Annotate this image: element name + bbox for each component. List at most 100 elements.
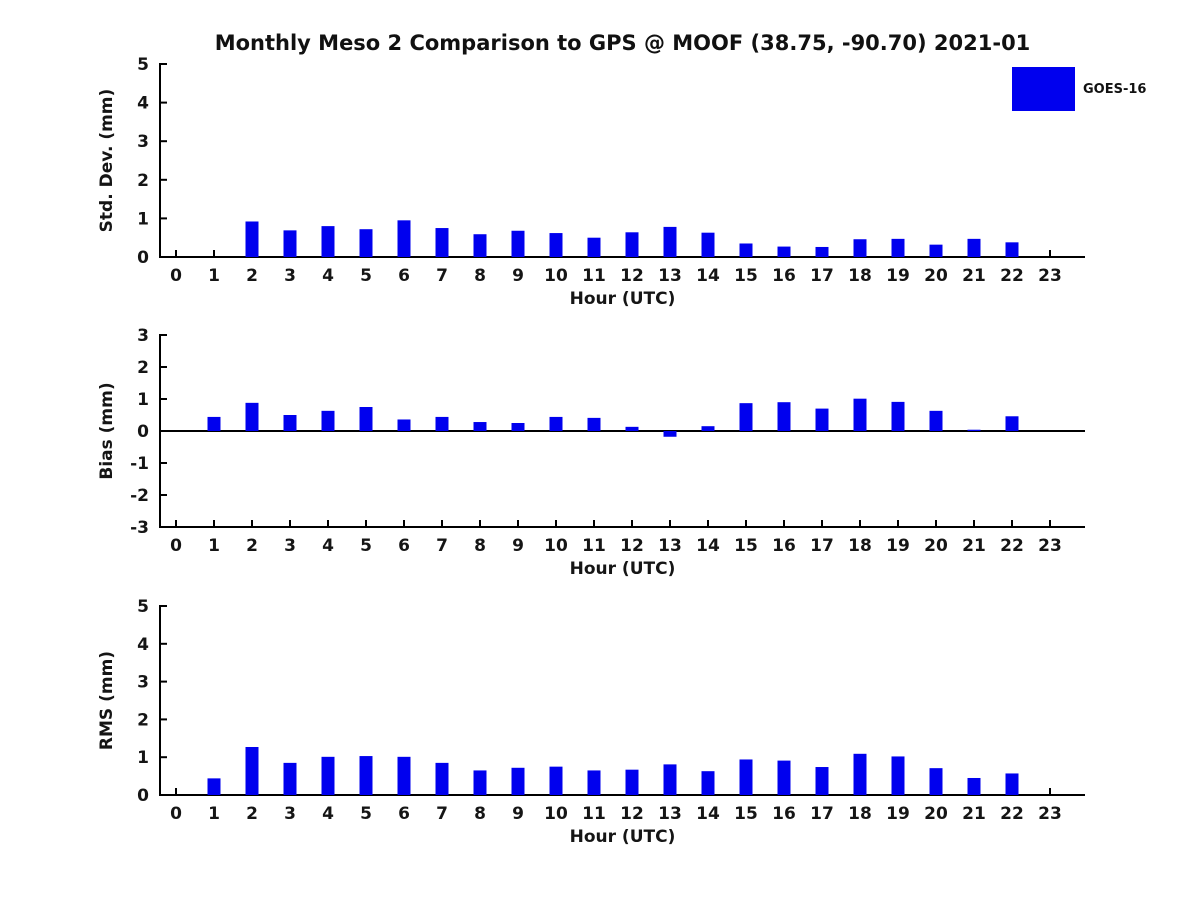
- legend-label: GOES-16: [1083, 81, 1147, 97]
- bar-hour-3: [283, 415, 297, 431]
- bar-hour-6: [397, 419, 411, 431]
- bar-hour-3: [283, 230, 297, 257]
- bar-hour-10: [549, 416, 563, 431]
- legend: GOES-16: [1012, 67, 1146, 111]
- bar-hour-15: [739, 403, 753, 431]
- bar-hour-5: [359, 407, 373, 431]
- y-tick-label: 2: [137, 710, 149, 730]
- x-tick-label: 20: [924, 536, 948, 556]
- x-tick-label: 14: [696, 804, 720, 824]
- x-tick-label: 19: [886, 536, 910, 556]
- x-tick-label: 13: [658, 536, 682, 556]
- x-tick-label: 19: [886, 266, 910, 286]
- x-tick-label: 5: [360, 266, 372, 286]
- y-tick-label: 3: [137, 326, 149, 346]
- x-tick-label: 16: [772, 536, 796, 556]
- bar-hour-1: [207, 416, 221, 431]
- x-tick-label: 20: [924, 804, 948, 824]
- x-tick-label: 12: [620, 536, 644, 556]
- bar-hour-19: [891, 756, 905, 795]
- bar-hour-22: [1005, 773, 1019, 795]
- figure-title: Monthly Meso 2 Comparison to GPS @ MOOF …: [214, 31, 1031, 55]
- x-tick-label: 22: [1000, 536, 1024, 556]
- x-tick-label: 6: [398, 536, 410, 556]
- bar-hour-14: [701, 232, 715, 257]
- bar-hour-12: [625, 426, 639, 431]
- x-tick-label: 7: [436, 804, 448, 824]
- bar-hour-1: [207, 778, 221, 795]
- x-tick-label: 5: [360, 536, 372, 556]
- bar-hour-18: [853, 239, 867, 257]
- bar-hour-11: [587, 770, 601, 795]
- bar-hour-4: [321, 226, 335, 257]
- x-tick-label: 8: [474, 536, 486, 556]
- bar-hour-14: [701, 426, 715, 431]
- x-tick-label: 9: [512, 804, 524, 824]
- x-tick-label: 0: [170, 266, 182, 286]
- x-tick-label: 18: [848, 536, 872, 556]
- x-tick-label: 10: [544, 804, 568, 824]
- y-tick-label: 0: [137, 422, 149, 442]
- x-tick-label: 23: [1038, 266, 1062, 286]
- x-tick-label: 13: [658, 266, 682, 286]
- bar-hour-17: [815, 767, 829, 795]
- x-tick-label: 10: [544, 536, 568, 556]
- bar-hour-12: [625, 232, 639, 257]
- y-axis-title: Bias (mm): [97, 382, 117, 479]
- bar-hour-6: [397, 220, 411, 257]
- y-axis-title: Std. Dev. (mm): [97, 89, 117, 233]
- bar-hour-15: [739, 759, 753, 795]
- x-tick-label: 14: [696, 536, 720, 556]
- bar-hour-5: [359, 756, 373, 795]
- x-axis-title: Hour (UTC): [570, 289, 676, 309]
- bar-hour-16: [777, 246, 791, 257]
- x-tick-label: 6: [398, 804, 410, 824]
- bar-hour-11: [587, 237, 601, 257]
- x-tick-label: 21: [962, 536, 986, 556]
- x-tick-label: 4: [322, 804, 334, 824]
- bar-hour-4: [321, 410, 335, 431]
- bar-hour-8: [473, 770, 487, 795]
- bar-hour-22: [1005, 242, 1019, 257]
- y-tick-label: -3: [130, 518, 149, 538]
- x-tick-label: 3: [284, 804, 296, 824]
- x-tick-label: 10: [544, 266, 568, 286]
- bar-hour-22: [1005, 416, 1019, 431]
- y-tick-label: 3: [137, 673, 149, 693]
- bar-hour-13: [663, 764, 677, 795]
- bar-hour-20: [929, 768, 943, 795]
- x-tick-label: 11: [582, 804, 606, 824]
- y-tick-label: -2: [130, 486, 149, 506]
- x-tick-label: 12: [620, 804, 644, 824]
- bar-hour-16: [777, 402, 791, 431]
- x-tick-label: 18: [848, 804, 872, 824]
- bar-hour-13: [663, 226, 677, 257]
- y-tick-label: 1: [137, 748, 149, 768]
- x-tick-label: 9: [512, 536, 524, 556]
- x-axis-title: Hour (UTC): [570, 559, 676, 579]
- y-tick-label: 0: [137, 786, 149, 806]
- x-axis-title: Hour (UTC): [570, 827, 676, 847]
- x-tick-label: 7: [436, 266, 448, 286]
- bar-hour-21: [967, 238, 981, 257]
- x-tick-label: 22: [1000, 804, 1024, 824]
- bar-hour-3: [283, 762, 297, 795]
- bar-hour-2: [245, 402, 259, 431]
- x-tick-label: 19: [886, 804, 910, 824]
- y-tick-label: 0: [137, 248, 149, 268]
- x-tick-label: 17: [810, 804, 834, 824]
- bar-hour-20: [929, 410, 943, 431]
- bar-hour-10: [549, 233, 563, 257]
- x-tick-label: 6: [398, 266, 410, 286]
- x-tick-label: 1: [208, 536, 220, 556]
- x-tick-label: 4: [322, 266, 334, 286]
- bar-hour-7: [435, 416, 449, 431]
- x-tick-label: 13: [658, 804, 682, 824]
- bar-hour-5: [359, 229, 373, 257]
- y-tick-label: 1: [137, 209, 149, 229]
- x-tick-label: 23: [1038, 536, 1062, 556]
- y-tick-label: -1: [130, 454, 149, 474]
- bar-hour-6: [397, 756, 411, 795]
